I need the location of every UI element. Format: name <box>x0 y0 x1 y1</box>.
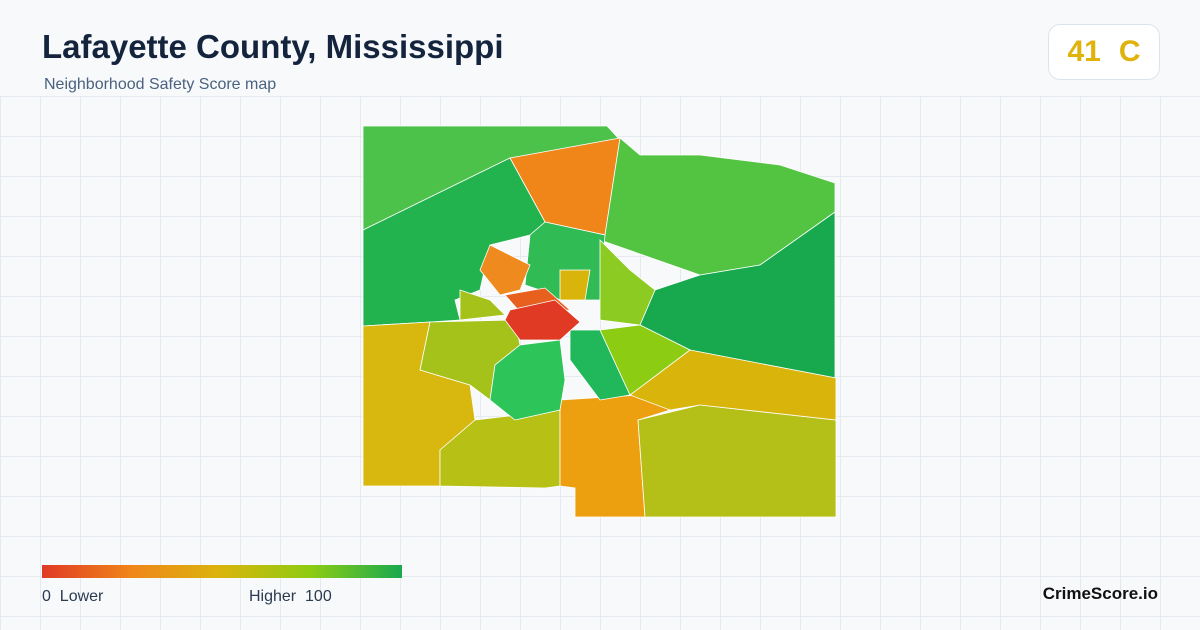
legend-max: Higher 100 <box>249 588 332 606</box>
subtitle: Neighborhood Safety Score map <box>44 76 277 93</box>
header <box>0 0 1200 96</box>
legend-min-label: Lower <box>59 588 104 605</box>
legend-max-label: Higher <box>249 588 297 605</box>
legend-max-value: 100 <box>305 588 332 605</box>
title: Lafayette County, Mississippi <box>42 28 504 65</box>
score-badge: 41 C <box>1048 24 1160 80</box>
map-regions <box>362 125 837 518</box>
score-value: 41 <box>1067 35 1101 68</box>
legend-gradient <box>42 565 402 578</box>
brand: CrimeScore.io <box>1042 584 1158 603</box>
legend-min-value: 0 <box>42 588 51 605</box>
score-grade: C <box>1118 35 1141 68</box>
legend-min: 0 Lower <box>42 588 103 606</box>
